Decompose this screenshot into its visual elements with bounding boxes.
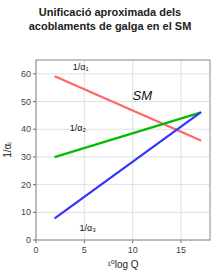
annotation: 1/α₂ — [70, 123, 87, 133]
tick-label: 5 — [82, 245, 87, 255]
tick-label: 0 — [26, 235, 31, 245]
grid-line — [36, 101, 210, 102]
title-line: acoblaments de galga en el SM — [29, 20, 192, 32]
annotation: 1/α₁ — [73, 62, 89, 72]
tick-label: 40 — [21, 124, 31, 134]
series-line — [55, 113, 200, 157]
chart: Unificació aproximada dels acoblaments de… — [0, 0, 220, 279]
tick-label: 0 — [33, 245, 38, 255]
tick-label: 30 — [21, 152, 31, 162]
tick-label: 50 — [21, 97, 31, 107]
annotation: SM — [133, 88, 153, 103]
plot-frame — [36, 60, 210, 240]
tick-label: 10 — [21, 207, 31, 217]
tick-label: 60 — [21, 69, 31, 79]
tick-label: 15 — [176, 245, 186, 255]
series-line — [55, 113, 200, 218]
title-line: Unificació aproximada dels — [39, 6, 181, 18]
tick-label: 20 — [21, 180, 31, 190]
title: Unificació aproximada dels acoblaments de… — [29, 6, 192, 32]
y-axis-label: 1/αᵢ — [2, 142, 13, 158]
grid-line — [132, 60, 133, 240]
grid-line — [36, 156, 210, 157]
grid-line — [36, 73, 210, 74]
grid-line — [36, 184, 210, 185]
grid-line — [84, 60, 85, 240]
tick-label: 10 — [128, 245, 138, 255]
annotation: 1/α₃ — [80, 223, 97, 233]
grid-line — [181, 60, 182, 240]
x-axis-label: ¹⁰log Q — [107, 259, 138, 270]
series-line — [55, 77, 200, 141]
grid-line — [36, 129, 210, 130]
plot-area — [55, 77, 200, 218]
